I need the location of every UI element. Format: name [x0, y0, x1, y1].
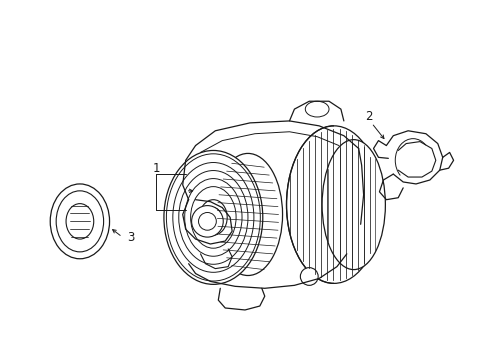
Text: 2: 2 — [364, 109, 371, 122]
Ellipse shape — [286, 126, 381, 283]
Ellipse shape — [322, 140, 385, 270]
Ellipse shape — [66, 204, 94, 239]
Ellipse shape — [213, 153, 282, 275]
Ellipse shape — [305, 101, 328, 117]
Ellipse shape — [205, 208, 221, 227]
Ellipse shape — [199, 200, 227, 235]
Ellipse shape — [163, 150, 262, 284]
Ellipse shape — [56, 191, 103, 252]
Ellipse shape — [300, 267, 318, 285]
Text: 3: 3 — [127, 231, 135, 244]
Text: 1: 1 — [152, 162, 160, 175]
Ellipse shape — [198, 212, 216, 230]
Ellipse shape — [191, 206, 223, 237]
